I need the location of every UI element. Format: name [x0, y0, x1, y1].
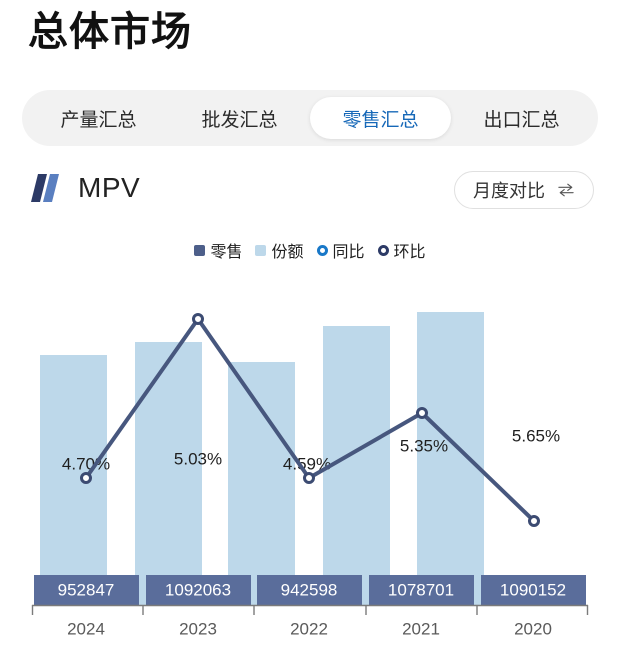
value-box-2022	[257, 575, 362, 605]
value-label-2024: 952847	[58, 580, 115, 599]
legend-square-icon	[194, 244, 206, 256]
legend-ring-icon	[377, 244, 389, 256]
bar-share-2023[interactable]	[135, 342, 202, 605]
tab-retail-summary[interactable]: 零售汇总	[310, 97, 451, 139]
value-label-2023: 1092063	[165, 580, 231, 599]
line-marker-2024[interactable]	[80, 472, 92, 484]
mpv-slant-logo-icon	[31, 174, 59, 202]
tab-export-summary[interactable]: 出口汇总	[451, 97, 592, 139]
tab-label: 零售汇总	[342, 109, 419, 131]
chart-plot-area: 4.70% 5.03% 4.59% 5.35% 5.65%	[0, 282, 620, 648]
legend-item-retail[interactable]: 零售	[194, 238, 242, 262]
pct-label-2023: 5.03%	[174, 449, 222, 468]
compare-mode-label: 月度对比	[473, 181, 545, 201]
x-axis-label-group: 2024 2023 2022 2021 2020	[67, 619, 552, 638]
legend-label: 环比	[393, 244, 426, 261]
tab-label: 批发汇总	[201, 109, 278, 131]
chart-legend: 零售 份额 同比 环比	[0, 238, 620, 262]
bar-share-2024[interactable]	[40, 355, 107, 605]
tab-production-summary[interactable]: 产量汇总	[28, 97, 169, 139]
line-marker-2022[interactable]	[303, 472, 315, 484]
line-marker-2023[interactable]	[192, 313, 204, 325]
swap-arrows-icon	[558, 183, 574, 197]
tab-label: 产量汇总	[60, 109, 137, 131]
legend-ring-icon	[316, 244, 328, 256]
chart-header: MPV 月度对比	[0, 166, 620, 214]
tab-bar: 产量汇总 批发汇总 零售汇总 出口汇总	[22, 90, 598, 146]
value-label-2021: 1078701	[388, 580, 454, 599]
bar-group-share	[40, 312, 484, 605]
chart-brand-name: MPV	[78, 172, 141, 203]
legend-item-mom[interactable]: 环比	[377, 238, 426, 262]
legend-label: 份额	[271, 244, 304, 261]
x-axis-label-2023: 2023	[179, 619, 217, 638]
tab-wholesale-summary[interactable]: 批发汇总	[169, 97, 310, 139]
legend-item-yoy[interactable]: 同比	[316, 238, 365, 262]
compare-mode-dropdown[interactable]: 月度对比	[454, 171, 594, 209]
legend-square-icon	[255, 244, 267, 256]
x-axis	[31, 604, 589, 615]
x-axis-label-2020: 2020	[514, 619, 552, 638]
value-box-group: 952847 1092063 942598 1078701 1090152	[34, 575, 586, 605]
value-label-2020: 1090152	[500, 580, 566, 599]
x-axis-label-2021: 2021	[402, 619, 440, 638]
line-marker-2020[interactable]	[528, 515, 540, 527]
value-box-2024	[34, 575, 139, 605]
legend-label: 零售	[210, 244, 243, 261]
value-box-2021	[369, 575, 474, 605]
pct-label-group: 4.70% 5.03% 4.59% 5.35% 5.65%	[62, 426, 560, 473]
value-label-2022: 942598	[281, 580, 338, 599]
legend-item-share[interactable]: 份额	[255, 238, 304, 262]
bar-share-2022[interactable]	[228, 362, 295, 605]
tab-label: 出口汇总	[483, 109, 560, 131]
line-marker-2021[interactable]	[416, 407, 428, 419]
line-marker-group	[80, 313, 540, 527]
legend-label: 同比	[332, 244, 365, 261]
value-box-2023	[146, 575, 251, 605]
bar-share-2020[interactable]	[417, 312, 484, 605]
x-axis-label-2022: 2022	[290, 619, 328, 638]
page-title: 总体市场	[28, 10, 192, 54]
x-axis-label-2024: 2024	[67, 619, 105, 638]
value-box-2020	[481, 575, 586, 605]
pct-label-2021: 5.35%	[400, 436, 448, 455]
chart-brand: MPV	[28, 170, 140, 206]
chart-svg: 4.70% 5.03% 4.59% 5.35% 5.65%	[31, 312, 589, 638]
pct-label-2020: 5.65%	[512, 426, 560, 445]
